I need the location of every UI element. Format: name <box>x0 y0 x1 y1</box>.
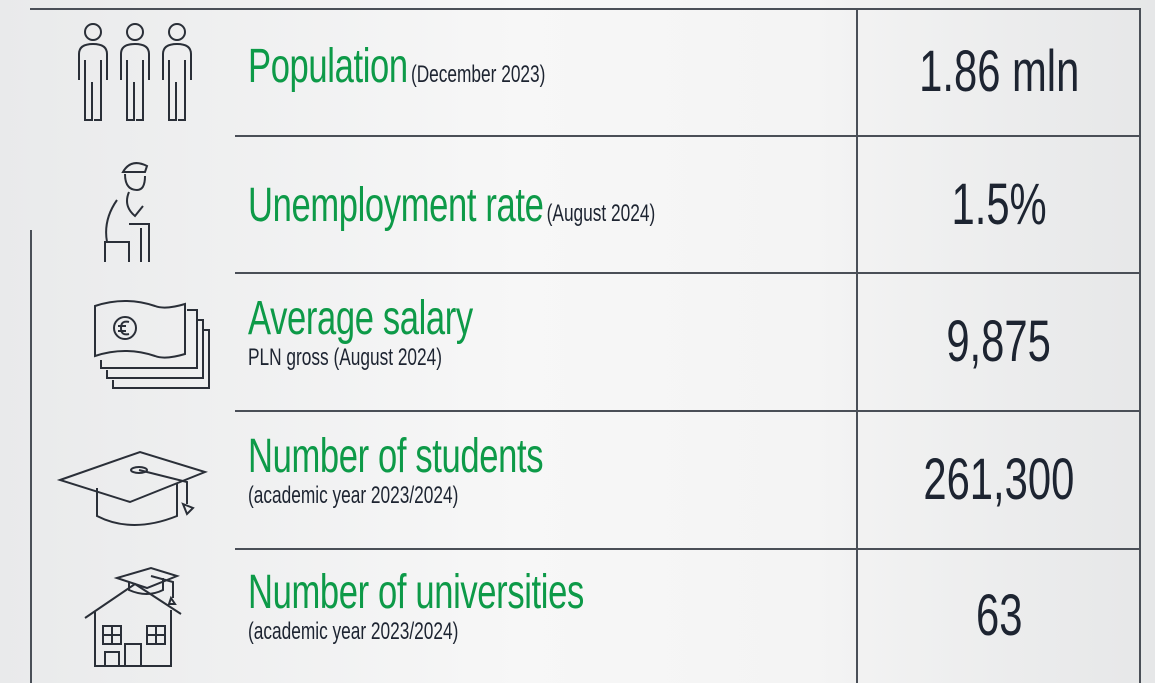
row-separator <box>235 548 1140 550</box>
graduation-cap-icon <box>56 450 209 526</box>
unemployed-icon <box>104 162 150 262</box>
stat-row: Unemployment rate (August 2024) 1.5% <box>0 137 1155 272</box>
stat-label: Average salary <box>248 292 473 345</box>
money-icon <box>94 300 210 389</box>
stat-label: Population <box>248 40 408 93</box>
stat-value: 9,875 <box>946 309 1052 374</box>
stat-note: (August 2024) <box>546 200 656 227</box>
stat-value: 1.86 mln <box>918 39 1080 104</box>
university-icon <box>84 566 182 667</box>
stat-value: 63 <box>975 583 1023 648</box>
stat-label: Number of universities <box>248 566 584 619</box>
top-border <box>30 8 1140 10</box>
stat-note: PLN gross (August 2024) <box>248 344 443 371</box>
row-separator <box>235 135 1140 137</box>
stat-row: Number of universities (academic year 202… <box>0 550 1155 683</box>
stat-row: Population (December 2023) 1.86 mln <box>0 10 1155 135</box>
stat-value: 1.5% <box>951 172 1047 237</box>
stat-row: Number of students (academic year 2023/20… <box>0 412 1155 548</box>
stat-value: 261,300 <box>923 447 1075 512</box>
stat-note: (academic year 2023/2024) <box>248 618 459 645</box>
row-separator <box>235 410 1140 412</box>
row-separator <box>235 272 1140 274</box>
stat-note: (December 2023) <box>410 61 546 88</box>
stat-label: Unemployment rate <box>248 179 544 232</box>
people-icon <box>78 23 192 121</box>
value-divider <box>856 8 858 683</box>
stat-row: Average salary PLN gross (August 2024) 9,… <box>0 274 1155 410</box>
stat-label: Number of students <box>248 430 544 483</box>
right-border <box>1139 8 1141 683</box>
stat-note: (academic year 2023/2024) <box>248 482 459 509</box>
left-border <box>30 230 32 683</box>
